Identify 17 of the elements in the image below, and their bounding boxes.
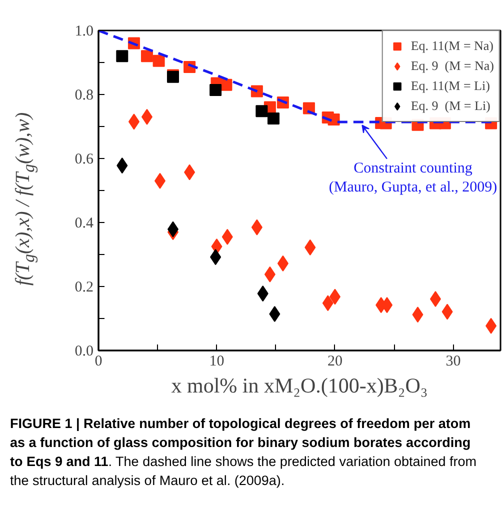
legend-label: Eq. 9 (M = Na): [410, 58, 494, 74]
y-tick-label: 0.8: [74, 88, 94, 104]
x-tick-label: 10: [209, 354, 224, 370]
legend-label: Eq. 11(M = Li): [410, 78, 490, 94]
y-tick-label: 0.6: [74, 152, 94, 168]
legend-label: Eq. 9 (M = Li): [410, 98, 490, 114]
x-axis-title: x mol% in xM₂O.(100-x)B₂O₃: [171, 374, 428, 398]
x-tick-label: 0: [94, 354, 102, 370]
caption: FIGURE 1 | Relative number of topological degrees of freedom per atom as a function of glass composition for binary sodium borates according to Eqs 9 and 11. The dashed line shows the predicted variation obtained from the structural analysis of Mauro et al. (2009a).: [10, 415, 478, 490]
x-tick-label: 20: [327, 354, 342, 370]
x-tick-label: 30: [446, 354, 461, 370]
annotation: Constraint counting (Mauro, Gupta, et al., 2009): [328, 160, 498, 196]
legend-label: Eq. 11(M = Na): [410, 38, 494, 54]
y-tick-label: 1.0: [74, 24, 94, 40]
y-tick-label: 0.4: [74, 216, 94, 232]
y-tick-label: 0.0: [74, 344, 94, 360]
y-tick-label: 0.2: [74, 280, 94, 296]
